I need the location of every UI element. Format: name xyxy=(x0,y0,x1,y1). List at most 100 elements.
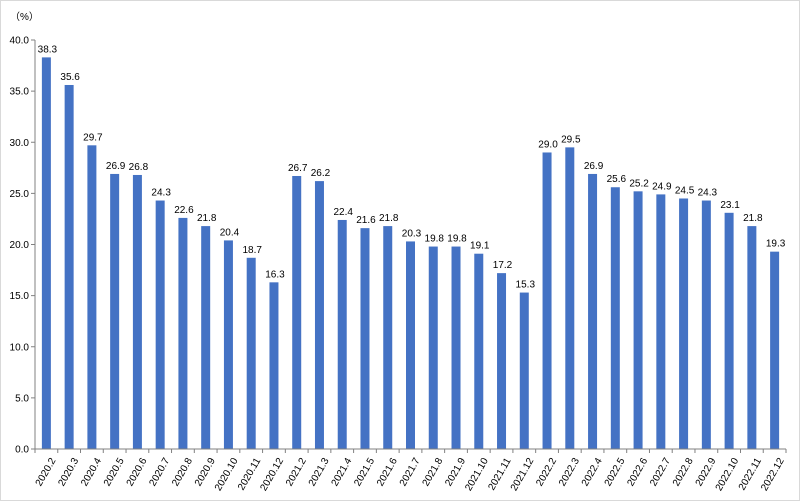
bar xyxy=(64,84,74,450)
bar xyxy=(132,174,142,449)
bar xyxy=(87,145,97,449)
data-label: 16.3 xyxy=(265,269,285,280)
bar xyxy=(588,173,598,449)
data-label: 17.2 xyxy=(493,260,513,271)
bar xyxy=(656,194,666,449)
bar xyxy=(155,200,165,449)
data-label: 26.9 xyxy=(106,161,126,172)
data-label: 26.8 xyxy=(129,162,149,173)
x-tick-label: 2021.3 xyxy=(307,456,332,488)
x-tick-label: 2020.3 xyxy=(56,456,81,488)
data-label: 29.0 xyxy=(538,139,558,150)
x-tick-label: 2022.4 xyxy=(580,456,605,488)
bar xyxy=(178,217,188,449)
data-label: 20.3 xyxy=(402,228,422,239)
data-label: 19.8 xyxy=(425,234,445,245)
data-label: 21.6 xyxy=(356,215,376,226)
bar xyxy=(542,152,552,449)
y-tick-label: 40.0 xyxy=(10,36,30,47)
x-tick-label: 2021.6 xyxy=(375,456,400,488)
bar xyxy=(519,292,529,449)
y-tick-label: 30.0 xyxy=(10,138,30,149)
bar xyxy=(110,173,120,449)
data-label: 38.3 xyxy=(38,44,58,55)
data-label: 22.4 xyxy=(333,207,353,218)
bar xyxy=(497,273,507,449)
data-label: 24.3 xyxy=(151,188,171,199)
data-label: 24.5 xyxy=(675,185,695,196)
data-label: 15.3 xyxy=(516,280,536,291)
bar xyxy=(451,246,461,449)
bar xyxy=(383,226,393,449)
data-label: 26.2 xyxy=(311,168,331,179)
x-tick-label: 2020.2 xyxy=(34,456,59,488)
x-tick-label: 2021.5 xyxy=(352,456,377,488)
data-label: 24.3 xyxy=(698,188,718,199)
data-label: 29.5 xyxy=(561,134,581,145)
data-label: 25.6 xyxy=(607,174,627,185)
x-tick-label: 2020.5 xyxy=(102,456,127,488)
y-tick-label: 5.0 xyxy=(15,393,29,404)
bar xyxy=(633,191,643,449)
bar xyxy=(337,219,347,449)
bar xyxy=(679,198,689,449)
bar xyxy=(474,253,484,449)
bar xyxy=(41,57,51,449)
data-label: 21.8 xyxy=(743,213,763,224)
y-axis-ticks: 0.0 5.0 10.0 15.0 20.0 25.0 30.0 35.0 40.0 xyxy=(10,36,35,456)
x-tick-label: 2021.4 xyxy=(330,456,355,488)
bar xyxy=(201,226,211,449)
data-label: 29.7 xyxy=(83,132,103,143)
bar xyxy=(314,181,324,450)
y-tick-label: 15.0 xyxy=(10,291,30,302)
x-tick-label: 2020.8 xyxy=(170,456,195,488)
x-tick-label: 2022.6 xyxy=(625,456,650,488)
data-label: 19.3 xyxy=(766,239,786,250)
bar xyxy=(428,246,438,449)
bar xyxy=(724,212,734,449)
y-tick-label: 10.0 xyxy=(10,342,30,353)
x-tick-label: 2020.4 xyxy=(79,456,104,488)
y-tick-label: 0.0 xyxy=(15,445,29,456)
y-tick-label: 25.0 xyxy=(10,189,30,200)
data-label: 20.4 xyxy=(220,227,240,238)
data-label: 18.7 xyxy=(242,245,262,256)
x-tick-label: 2021.8 xyxy=(421,456,446,488)
bar xyxy=(292,175,302,449)
bar xyxy=(565,147,575,450)
x-tick-label: 2022.5 xyxy=(603,456,628,488)
bar xyxy=(246,257,256,449)
y-tick-label: 20.0 xyxy=(10,240,30,251)
x-tick-label: 2022.3 xyxy=(557,456,582,488)
data-label: 26.9 xyxy=(584,161,604,172)
bar xyxy=(701,200,711,449)
y-tick-label: 35.0 xyxy=(10,87,30,98)
bar xyxy=(406,241,415,449)
y-axis-unit-label: （%） xyxy=(10,11,39,23)
x-tick-label: 2022.2 xyxy=(534,456,559,488)
x-tick-label: 2020.6 xyxy=(125,456,150,488)
bar xyxy=(610,187,620,450)
x-tick-label: 2020.7 xyxy=(147,456,172,488)
x-tick-label: 2022.8 xyxy=(671,456,696,488)
x-tick-label: 2021.7 xyxy=(398,456,423,488)
data-label: 25.2 xyxy=(629,178,649,189)
x-tick-label: 2022.7 xyxy=(648,456,673,488)
data-label: 21.8 xyxy=(379,213,399,224)
x-tick-label: 2021.2 xyxy=(284,456,309,488)
data-label: 19.8 xyxy=(447,234,467,245)
data-label: 21.8 xyxy=(197,213,217,224)
bar xyxy=(360,228,370,449)
bar xyxy=(269,282,279,449)
data-label: 23.1 xyxy=(720,200,740,211)
bar xyxy=(770,251,780,449)
bar xyxy=(747,226,757,449)
bar xyxy=(223,240,233,449)
data-label: 22.6 xyxy=(174,205,194,216)
bars xyxy=(41,57,780,450)
data-labels: 38.335.629.726.9 26.824.322.621.820.418.7… xyxy=(38,44,786,290)
data-label: 24.9 xyxy=(652,181,672,192)
data-label: 26.7 xyxy=(288,163,308,174)
data-label: 35.6 xyxy=(60,72,80,83)
